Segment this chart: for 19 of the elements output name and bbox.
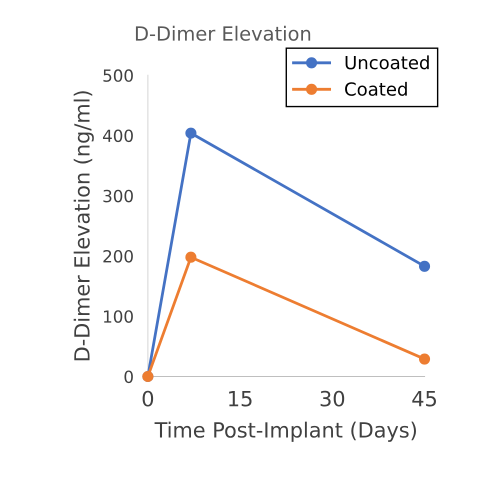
- x-tick-label: 45: [412, 391, 436, 407]
- point: [185, 252, 196, 263]
- x-axis-title: Time Post-Implant (Days): [154, 422, 416, 442]
- point: [185, 128, 196, 139]
- y-tick-label: 100: [104, 310, 133, 323]
- y-tick-label: 300: [103, 190, 133, 202]
- y-tick-label: 200: [103, 250, 133, 263]
- x-tick-label: 0: [142, 390, 154, 407]
- y-axis-title: D-Dimer Elevation (ng/ml): [74, 91, 94, 360]
- legend-label: Uncoated: [346, 55, 429, 70]
- point: [418, 260, 430, 272]
- y-tick-label: 500: [103, 69, 133, 82]
- point: [418, 353, 430, 365]
- legend-label: Coated: [345, 82, 407, 96]
- x-tick-label: 30: [320, 390, 344, 407]
- y-tick-label: 400: [102, 130, 133, 142]
- y-tick-label: 0: [124, 370, 133, 384]
- x-tick-label: 15: [229, 391, 252, 407]
- chart-title: D-Dimer Elevation: [136, 26, 310, 41]
